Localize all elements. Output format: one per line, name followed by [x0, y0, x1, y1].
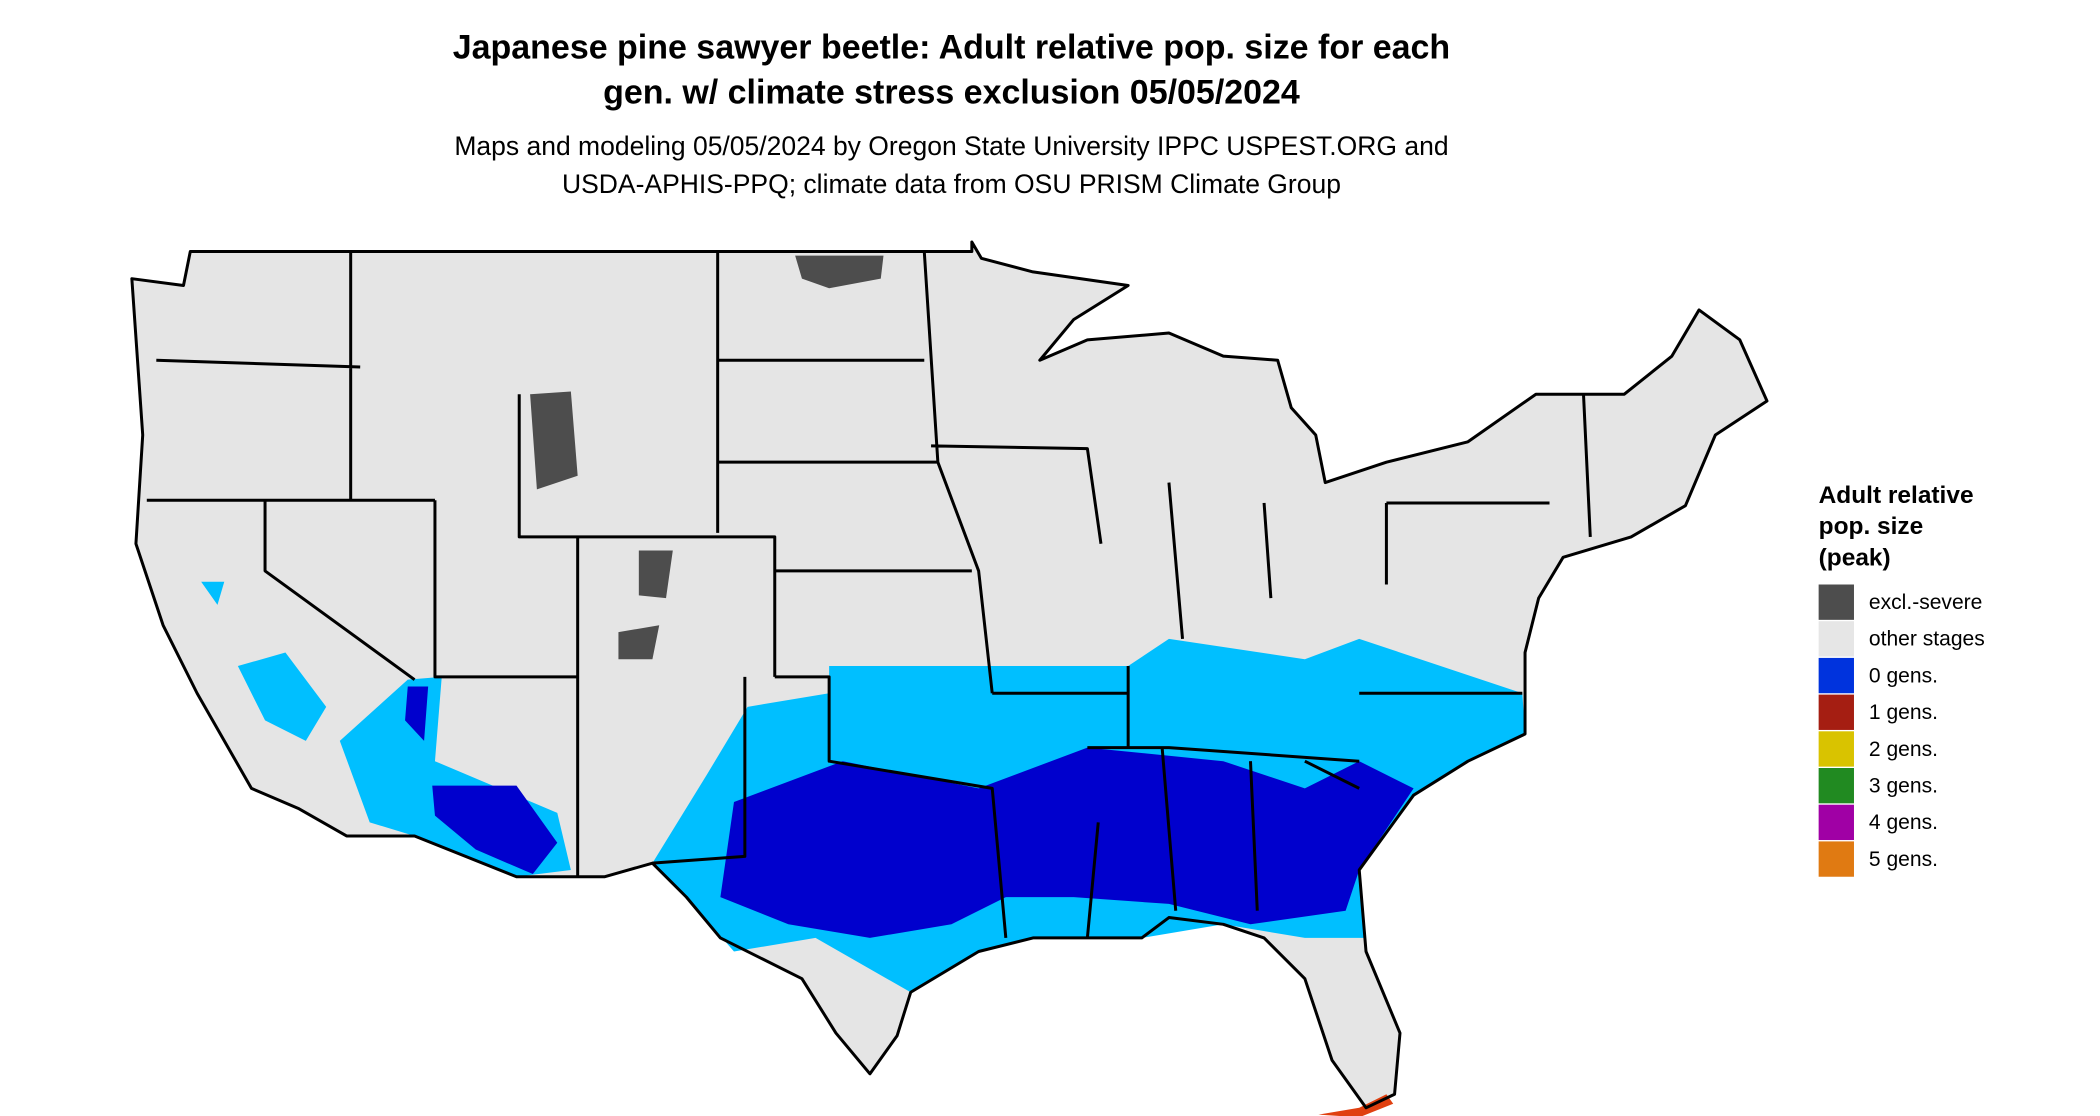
legend-swatch: [1818, 731, 1854, 767]
us-map: [130, 240, 1769, 1116]
legend-title: Adult relative: [1819, 482, 1974, 509]
legend-swatch: [1818, 584, 1854, 620]
legend-label: excl.-severe: [1869, 591, 1982, 614]
title-line: gen. w/ climate stress exclusion 05/05/2…: [603, 73, 1300, 111]
legend-label: 1 gens.: [1869, 701, 1938, 724]
title: Japanese pine sawyer beetle: Adult relat…: [453, 28, 1450, 199]
legend-swatch: [1818, 657, 1854, 694]
legend-swatch: [1818, 804, 1854, 841]
region-five-gens: [1318, 1094, 1394, 1116]
outline: [130, 240, 1769, 1110]
legend-label: 4 gens.: [1869, 811, 1938, 834]
legend-label: 3 gens.: [1869, 774, 1938, 797]
title-line: Japanese pine sawyer beetle: Adult relat…: [453, 28, 1450, 66]
legend-items: excl.-severe other stages 0 gens. 1 gens. 2 …: [1818, 584, 1985, 877]
state-borders: [146, 251, 1592, 939]
region-dark-blue: [720, 747, 1414, 938]
legend-label: 2 gens.: [1869, 738, 1938, 761]
legend-label: other stages: [1869, 628, 1985, 651]
region-dark-blue: [405, 686, 558, 875]
legend-title: pop. size: [1819, 513, 1924, 540]
subtitle-line: Maps and modeling 05/05/2024 by Oregon S…: [454, 131, 1448, 161]
legend-title: (peak): [1819, 544, 1891, 571]
legend: Adult relative pop. size (peak) excl.-se…: [1818, 482, 1985, 877]
legend-label: 0 gens.: [1869, 664, 1938, 687]
legend-label: 5 gens.: [1869, 848, 1938, 871]
subtitle-line: USDA-APHIS-PPQ; climate data from OSU PR…: [562, 169, 1341, 199]
legend-swatch: [1818, 621, 1854, 657]
legend-swatch: [1818, 841, 1854, 877]
legend-swatch: [1818, 694, 1854, 730]
legend-swatch: [1818, 768, 1854, 804]
